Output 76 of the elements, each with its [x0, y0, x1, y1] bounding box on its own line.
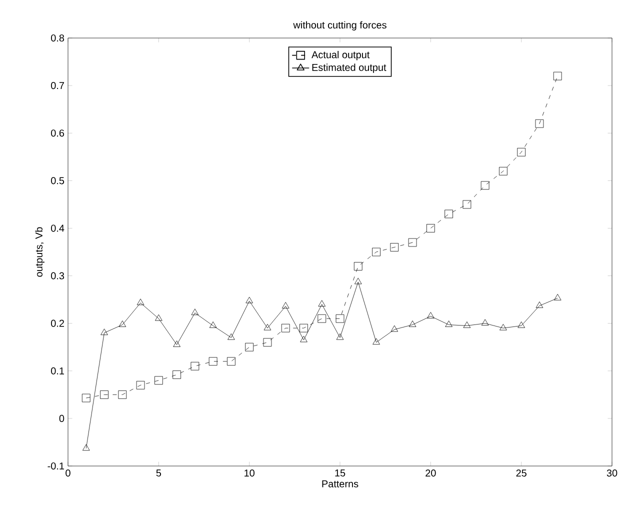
point: [463, 322, 471, 328]
point: [336, 314, 344, 323]
y-tick-label: 0.4: [51, 224, 64, 232]
legend-label: Estimated output: [312, 64, 386, 73]
point: [281, 324, 290, 332]
point: [535, 119, 544, 128]
y-axis-title: outputs, Vb: [35, 227, 44, 277]
point: [462, 200, 472, 209]
point: [518, 322, 525, 328]
point: [155, 314, 162, 321]
point: [500, 324, 507, 330]
point: [82, 394, 90, 402]
point: [318, 314, 326, 323]
point: [372, 338, 380, 345]
point: [536, 302, 544, 308]
point: [426, 224, 435, 232]
point: [390, 243, 399, 252]
point: [300, 336, 308, 342]
point: [354, 278, 362, 284]
point: [445, 320, 452, 327]
point: [136, 380, 145, 390]
point: [300, 324, 308, 332]
point: [372, 248, 380, 256]
x-tick-label: 30: [606, 470, 618, 477]
point: [190, 362, 200, 370]
x-tick-label: 20: [426, 470, 436, 477]
point: [553, 72, 562, 80]
point: [100, 328, 108, 336]
y-tick-label: 0.5: [51, 177, 64, 184]
y-tick-label: 0.6: [51, 130, 64, 137]
y-tick-label: 0.2: [51, 320, 64, 327]
point: [209, 322, 217, 328]
legend-label: Actual output: [312, 50, 370, 60]
y-tick-label: 0.3: [51, 272, 64, 280]
y-tick-label: 0.1: [51, 367, 64, 374]
point: [191, 308, 199, 316]
y-tick-label: 0.7: [51, 82, 64, 90]
x-tick-label: 10: [244, 470, 254, 477]
x-tick-label: 0: [66, 470, 70, 477]
point: [282, 302, 290, 308]
x-tick-label: 5: [156, 470, 162, 476]
point: [408, 320, 416, 327]
point: [173, 340, 180, 347]
y-tick-label: -0.1: [48, 462, 64, 470]
point: [154, 376, 163, 385]
chart-title: without cutting forces: [293, 21, 386, 30]
point: [427, 312, 434, 318]
point: [480, 181, 490, 190]
point: [82, 444, 90, 451]
point: [318, 300, 326, 307]
point: [554, 294, 562, 300]
point: [264, 324, 272, 330]
point: [136, 298, 144, 306]
y-tick-label: 0.8: [51, 34, 64, 42]
point: [390, 325, 398, 332]
point: [263, 338, 272, 347]
point: [336, 333, 344, 340]
point: [118, 320, 126, 327]
point: [227, 357, 236, 366]
point: [172, 370, 181, 379]
point: [246, 296, 253, 304]
point: [118, 390, 127, 399]
x-tick-label: 15: [335, 470, 346, 476]
point: [100, 390, 108, 399]
x-axis-title: Patterns: [322, 480, 358, 488]
point: [517, 148, 526, 156]
point: [245, 342, 254, 352]
point: [444, 210, 453, 218]
x-tick-label: 25: [516, 470, 526, 477]
point: [228, 333, 235, 340]
y-tick-label: 0: [59, 414, 64, 422]
point: [354, 262, 362, 270]
point: [499, 166, 508, 176]
point: [408, 238, 417, 247]
point: [481, 319, 489, 326]
point: [208, 357, 218, 366]
